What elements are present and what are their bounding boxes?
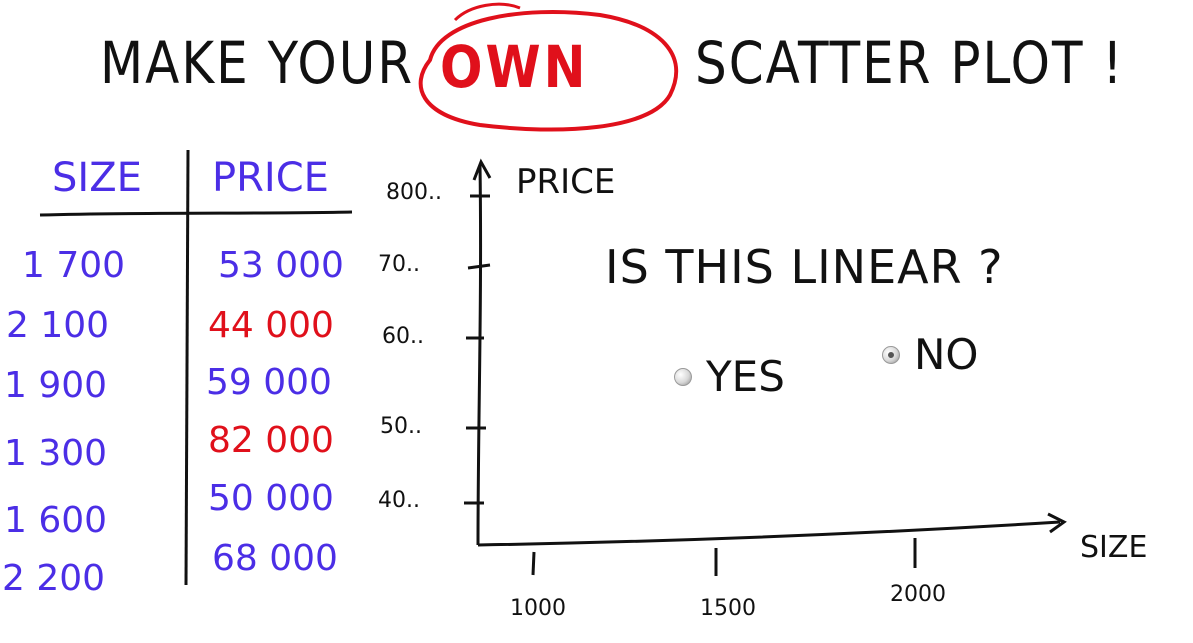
y-axis-arrow — [472, 158, 492, 181]
table-horizontal-line — [39, 210, 353, 217]
x-axis-arrow — [1047, 512, 1067, 534]
quiz-question: IS THIS LINEAR ? — [605, 240, 1004, 294]
option-yes-label: YES — [706, 352, 785, 401]
table-cell-price: 53 000 — [218, 245, 344, 286]
own-highlight-circle — [418, 10, 679, 132]
title-emphasis: OWN — [440, 34, 589, 101]
y-tick-label: 60.. — [382, 324, 424, 349]
table-cell-price: 44 000 — [208, 305, 334, 346]
y-tick-label: 40.. — [378, 488, 420, 513]
y-tick-label: 800.. — [386, 180, 442, 205]
y-tick-label: 50.. — [380, 414, 422, 439]
table-cell-size: 2 100 — [6, 305, 110, 346]
radio-yes[interactable] — [674, 367, 692, 386]
table-cell-price: 59 000 — [206, 362, 332, 403]
y-axis-label: PRICE — [516, 162, 616, 202]
table-cell-size: 1 900 — [4, 365, 108, 406]
y-axis-line — [476, 164, 483, 546]
radio-no[interactable] — [882, 345, 900, 364]
table-cell-price: 50 000 — [208, 478, 334, 519]
table-cell-price: 68 000 — [212, 538, 338, 579]
x-tick-label: 1500 — [700, 596, 756, 621]
y-tick-label: 70.. — [378, 252, 420, 277]
table-vertical-line — [184, 149, 190, 586]
title-prefix: MAKE YOUR — [100, 30, 415, 97]
option-no[interactable]: NO — [882, 330, 978, 379]
x-axis-label: SIZE — [1080, 530, 1148, 565]
table-cell-size: 1 600 — [4, 500, 108, 541]
title-suffix: SCATTER PLOT ! — [695, 30, 1125, 97]
x-axis-line — [477, 520, 1061, 547]
table-cell-size: 2 200 — [2, 558, 106, 599]
option-yes[interactable]: YES — [674, 352, 785, 401]
table-header-size: SIZE — [52, 155, 142, 201]
table-cell-price: 82 000 — [208, 420, 334, 461]
x-tick-label: 1000 — [510, 596, 566, 621]
table-cell-size: 1 700 — [22, 245, 126, 286]
option-no-label: NO — [914, 330, 979, 379]
x-tick-label: 2000 — [890, 582, 946, 607]
table-cell-size: 1 300 — [4, 433, 108, 474]
table-header-price: PRICE — [212, 155, 329, 201]
